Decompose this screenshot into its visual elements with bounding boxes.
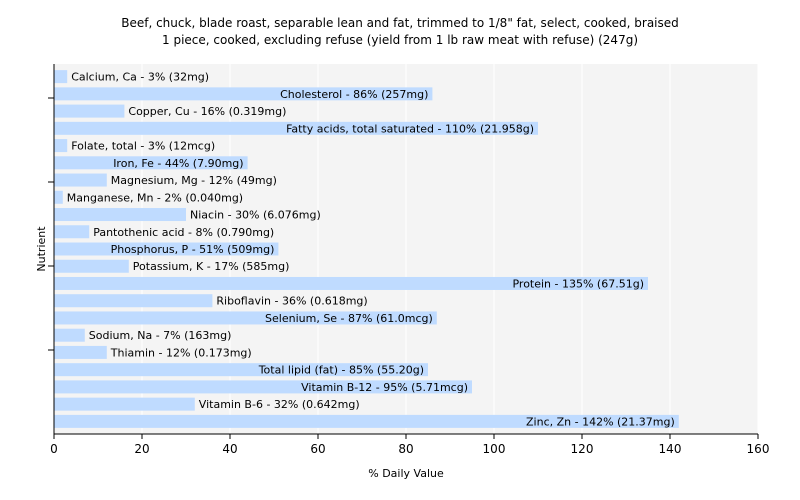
bar-label: Thiamin - 12% (0.173mg) — [110, 346, 252, 359]
y-axis-title: Nutrient — [35, 226, 48, 272]
bar-label: Potassium, K - 17% (585mg) — [133, 260, 290, 273]
bar — [54, 139, 68, 153]
bar — [54, 173, 107, 187]
bar-label: Sodium, Na - 7% (163mg) — [89, 329, 232, 342]
x-tick-label: 160 — [747, 442, 770, 456]
bar — [54, 276, 648, 290]
bar-label: Protein - 135% (67.51g) — [512, 277, 644, 290]
bar-label: Fatty acids, total saturated - 110% (21.… — [286, 122, 534, 135]
bar — [54, 328, 85, 342]
bar-label: Vitamin B-6 - 32% (0.642mg) — [199, 398, 360, 411]
bar — [54, 414, 679, 428]
chart-title-line-1: Beef, chuck, blade roast, separable lean… — [121, 16, 679, 30]
bar-label: Magnesium, Mg - 12% (49mg) — [111, 174, 277, 187]
bar-label: Zinc, Zn - 142% (21.37mg) — [526, 415, 675, 428]
bar — [54, 70, 68, 84]
bar — [54, 345, 107, 359]
bar — [54, 156, 248, 170]
x-tick-label: 40 — [222, 442, 237, 456]
bar-label: Vitamin B-12 - 95% (5.71mcg) — [301, 381, 468, 394]
bar-label: Copper, Cu - 16% (0.319mg) — [128, 105, 286, 118]
bar — [54, 259, 129, 273]
x-tick-label: 140 — [659, 442, 682, 456]
bar-label: Niacin - 30% (6.076mg) — [190, 209, 321, 222]
bar — [54, 87, 433, 101]
bar — [54, 311, 437, 325]
x-tick-label: 0 — [50, 442, 58, 456]
bar-label: Iron, Fe - 44% (7.90mg) — [113, 157, 243, 170]
chart-title-line-2: 1 piece, cooked, excluding refuse (yield… — [162, 33, 638, 47]
bars — [54, 70, 679, 428]
bar-label: Cholesterol - 86% (257mg) — [280, 88, 428, 101]
x-ticks: 0 20 40 60 80 100 120 140 160 — [50, 434, 769, 456]
x-tick-label: 60 — [310, 442, 325, 456]
bar — [54, 380, 472, 394]
bar-label: Pantothenic acid - 8% (0.790mg) — [93, 226, 274, 239]
x-tick-label: 20 — [134, 442, 149, 456]
bar — [54, 208, 186, 222]
x-axis-title: % Daily Value — [368, 467, 444, 480]
bar — [54, 294, 213, 308]
bar-label: Folate, total - 3% (12mcg) — [71, 140, 215, 153]
x-tick-label: 80 — [398, 442, 413, 456]
x-tick-label: 120 — [571, 442, 594, 456]
bar-label: Calcium, Ca - 3% (32mg) — [71, 71, 209, 84]
bar-label: Total lipid (fat) - 85% (55.20g) — [258, 364, 424, 377]
bar — [54, 225, 90, 239]
bar-labels: Calcium, Ca - 3% (32mg) Cholesterol - 86%… — [67, 71, 675, 429]
bar — [54, 363, 428, 377]
bar-label: Selenium, Se - 87% (61.0mcg) — [265, 312, 433, 325]
bar-label: Riboflavin - 36% (0.618mg) — [216, 295, 367, 308]
bar-label: Phosphorus, P - 51% (509mg) — [111, 243, 275, 256]
bar — [54, 397, 195, 411]
bar — [54, 104, 125, 118]
x-tick-label: 100 — [483, 442, 506, 456]
bar — [54, 190, 63, 204]
bar-label: Manganese, Mn - 2% (0.040mg) — [67, 191, 243, 204]
bar — [54, 242, 279, 256]
bar — [54, 121, 538, 135]
